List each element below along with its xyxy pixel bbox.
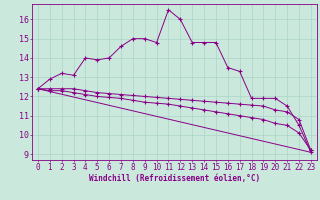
X-axis label: Windchill (Refroidissement éolien,°C): Windchill (Refroidissement éolien,°C) bbox=[89, 174, 260, 183]
